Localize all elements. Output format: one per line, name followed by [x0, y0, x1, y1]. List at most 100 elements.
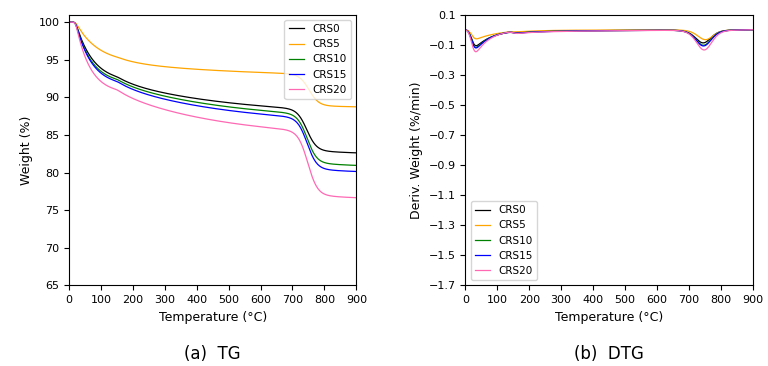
CRS5 — [522, 29, 531, 33]
CRS10 — [182, 98, 191, 103]
CRS10 — [478, 41, 487, 45]
CRS15 — [65, 20, 74, 25]
CRS5 — [65, 20, 74, 25]
Line: CRS15: CRS15 — [69, 22, 356, 172]
CRS0 — [478, 40, 487, 44]
CRS5 — [352, 105, 361, 109]
CRS5 — [182, 66, 191, 71]
Y-axis label: Deriv. Weight (%/min): Deriv. Weight (%/min) — [410, 81, 423, 219]
CRS10 — [522, 30, 531, 34]
CRS0 — [472, 44, 481, 48]
CRS15 — [748, 27, 757, 32]
CRS20 — [461, 27, 470, 32]
CRS0 — [81, 46, 90, 51]
CRS15 — [580, 29, 589, 33]
CRS20 — [126, 95, 135, 100]
CRS10 — [81, 49, 90, 53]
Legend: CRS0, CRS5, CRS10, CRS15, CRS20: CRS0, CRS5, CRS10, CRS15, CRS20 — [471, 201, 538, 280]
CRS0 — [183, 95, 192, 100]
CRS0 — [657, 28, 667, 33]
CRS20 — [472, 49, 481, 54]
CRS10 — [568, 29, 578, 33]
CRS5 — [477, 35, 486, 40]
CRS5 — [461, 27, 470, 32]
CRS15 — [578, 29, 588, 33]
CRS10 — [472, 45, 481, 49]
CRS5 — [183, 67, 192, 71]
CRS15 — [182, 102, 191, 106]
CRS0 — [522, 30, 531, 34]
CRS20 — [172, 111, 181, 115]
Line: CRS20: CRS20 — [69, 22, 356, 198]
CRS20 — [260, 125, 270, 130]
Line: CRS20: CRS20 — [465, 30, 753, 52]
CRS0 — [461, 27, 470, 32]
CRS10 — [578, 29, 588, 33]
CRS0 — [580, 29, 589, 33]
CRS10 — [580, 29, 589, 33]
CRS10 — [183, 98, 192, 103]
Text: (a)  TG: (a) TG — [184, 345, 241, 363]
CRS5 — [748, 27, 757, 32]
CRS15 — [461, 27, 470, 32]
Line: CRS15: CRS15 — [465, 30, 753, 48]
Text: (b)  DTG: (b) DTG — [574, 345, 644, 363]
CRS10 — [260, 109, 270, 113]
CRS20 — [580, 29, 589, 33]
CRS20 — [522, 30, 531, 35]
CRS0 — [126, 81, 135, 85]
CRS0 — [65, 20, 74, 25]
CRS15 — [522, 30, 531, 35]
CRS5 — [81, 35, 90, 39]
CRS5 — [260, 70, 270, 75]
CRS5 — [172, 66, 181, 70]
CRS15 — [172, 100, 181, 104]
Y-axis label: Weight (%): Weight (%) — [20, 115, 33, 185]
CRS15 — [126, 86, 135, 90]
CRS10 — [657, 28, 667, 33]
CRS0 — [748, 27, 757, 32]
CRS5 — [578, 28, 588, 32]
CRS5 — [126, 59, 135, 63]
Line: CRS0: CRS0 — [69, 22, 356, 153]
CRS10 — [126, 84, 135, 88]
CRS20 — [81, 56, 90, 60]
Line: CRS10: CRS10 — [69, 22, 356, 165]
CRS5 — [568, 28, 578, 33]
Line: CRS5: CRS5 — [69, 22, 356, 107]
CRS5 — [579, 28, 588, 32]
Line: CRS0: CRS0 — [465, 30, 753, 46]
CRS20 — [578, 29, 588, 33]
CRS10 — [748, 27, 757, 32]
Legend: CRS0, CRS5, CRS10, CRS15, CRS20: CRS0, CRS5, CRS10, CRS15, CRS20 — [284, 20, 351, 99]
CRS0 — [172, 93, 181, 97]
CRS0 — [260, 104, 270, 108]
X-axis label: Temperature (°C): Temperature (°C) — [555, 311, 664, 324]
X-axis label: Temperature (°C): Temperature (°C) — [158, 311, 266, 324]
CRS0 — [578, 29, 588, 33]
CRS0 — [182, 95, 191, 99]
CRS15 — [472, 46, 481, 50]
CRS10 — [172, 97, 181, 101]
CRS15 — [657, 28, 667, 33]
CRS20 — [748, 27, 757, 32]
CRS10 — [352, 163, 361, 168]
CRS20 — [657, 28, 667, 33]
Line: CRS10: CRS10 — [465, 30, 753, 47]
CRS15 — [478, 41, 487, 45]
Line: CRS5: CRS5 — [465, 30, 753, 40]
CRS20 — [65, 20, 74, 25]
CRS5 — [700, 37, 710, 42]
CRS10 — [461, 27, 470, 32]
CRS15 — [81, 50, 90, 54]
CRS15 — [183, 102, 192, 106]
CRS15 — [352, 169, 361, 174]
CRS20 — [182, 113, 191, 117]
CRS10 — [65, 20, 74, 25]
CRS0 — [352, 151, 361, 155]
CRS15 — [568, 29, 578, 33]
CRS15 — [260, 112, 270, 117]
CRS20 — [568, 29, 578, 33]
CRS0 — [568, 29, 578, 33]
CRS20 — [183, 113, 192, 117]
